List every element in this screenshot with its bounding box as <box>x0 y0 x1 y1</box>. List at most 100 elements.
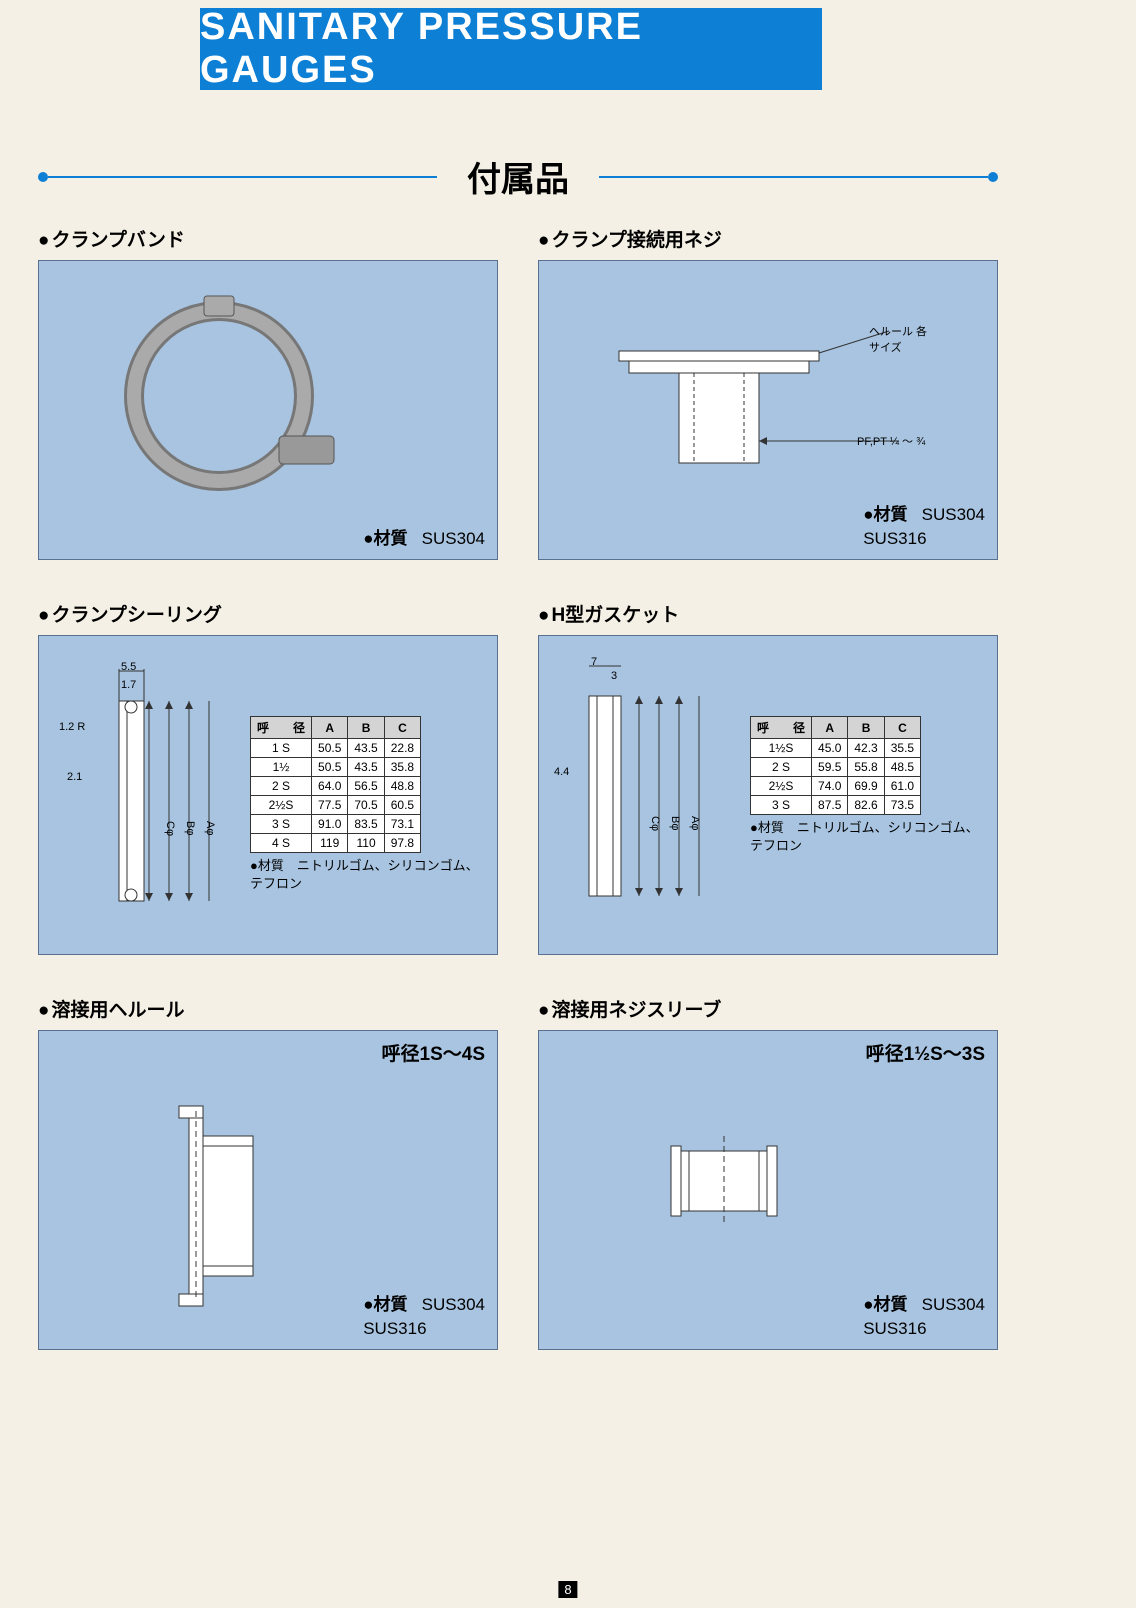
material-note: 材質 ニトリルゴム、シリコンゴム、テフロン <box>750 819 985 855</box>
annot-side: PF,PT ¼ ～ ¾ <box>857 433 925 449</box>
td: 2 S <box>251 777 312 796</box>
table-row: 2½S74.069.961.0 <box>751 777 921 796</box>
card-body: 材質 SUS304 <box>38 260 498 560</box>
dim-4.4: 4.4 <box>554 766 569 778</box>
td: 22.8 <box>384 739 420 758</box>
card-title: クランプバンド <box>38 225 498 252</box>
ferrule-diagram <box>159 1101 299 1311</box>
td: 2 S <box>751 758 812 777</box>
td: 2½S <box>751 777 812 796</box>
th: A <box>312 717 348 739</box>
dim-1.7: 1.7 <box>121 679 136 691</box>
td: 55.8 <box>848 758 884 777</box>
material-tag: 材質 SUS304 <box>363 527 485 551</box>
table-wrap: 呼 径ABC 1½S45.042.335.52 S59.555.848.52½S… <box>750 716 985 855</box>
table-row: 1½50.543.535.8 <box>251 758 421 777</box>
card-grid: クランプバンド 材質 SUS304 クランプ接続用ネジ <box>38 225 998 1390</box>
material-label: 材質 <box>363 529 407 548</box>
clamp-band-photo <box>99 281 359 521</box>
dim-a: Aφ <box>689 816 701 830</box>
td: 50.5 <box>312 739 348 758</box>
td: 74.0 <box>812 777 848 796</box>
dim-a: Aφ <box>204 821 216 835</box>
dim-2.1: 2.1 <box>67 771 82 783</box>
td: 48.5 <box>884 758 920 777</box>
material-note: 材質 ニトリルゴム、シリコンゴム、テフロン <box>250 857 485 893</box>
th: A <box>812 717 848 739</box>
subtitle-row: 付属品 <box>38 152 998 201</box>
td: 50.5 <box>312 758 348 777</box>
table-wrap: 呼 径ABC 1 S50.543.522.81½50.543.535.82 S6… <box>250 716 485 893</box>
td: 35.8 <box>384 758 420 777</box>
card-body: 呼径1½S～3S 材質 SUS304 SUS316 <box>538 1030 998 1350</box>
card-clamp-screw: クランプ接続用ネジ ヘルール 各サイズ PF,PT ¼ ～ ¾ <box>538 225 998 560</box>
td: 56.5 <box>348 777 384 796</box>
dim-c: Cφ <box>649 816 661 831</box>
td: 82.6 <box>848 796 884 815</box>
row-1: クランプバンド 材質 SUS304 クランプ接続用ネジ <box>38 225 998 560</box>
td: 59.5 <box>812 758 848 777</box>
card-body: 7 3 4.4 Cφ Bφ Aφ 呼 径ABC 1½S45.042.335.52… <box>538 635 998 955</box>
line-right <box>599 176 988 178</box>
td: 43.5 <box>348 758 384 777</box>
td: 87.5 <box>812 796 848 815</box>
card-body: 5.5 1.7 1.2 R 2.1 Cφ Bφ Aφ 呼 径ABC 1 S50.… <box>38 635 498 955</box>
td: 69.9 <box>848 777 884 796</box>
card-title: 溶接用ネジスリーブ <box>538 995 998 1022</box>
dim-b: Bφ <box>669 816 681 830</box>
dot-left <box>38 172 48 182</box>
row-2: クランプシーリング <box>38 600 998 955</box>
td: 83.5 <box>348 815 384 834</box>
td: 1½ <box>251 758 312 777</box>
td: 91.0 <box>312 815 348 834</box>
sleeve-diagram <box>639 1131 819 1231</box>
th: B <box>848 717 884 739</box>
table-row: 4 S11911097.8 <box>251 834 421 853</box>
page-number: 8 <box>558 1581 577 1598</box>
td: 70.5 <box>348 796 384 815</box>
size-range: 呼径1S～4S <box>382 1039 485 1066</box>
dim-b: Bφ <box>184 821 196 835</box>
th: C <box>384 717 420 739</box>
dim-1.2r: 1.2 R <box>59 721 85 733</box>
td: 48.8 <box>384 777 420 796</box>
th: 呼 径 <box>251 717 312 739</box>
card-body: ヘルール 各サイズ PF,PT ¼ ～ ¾ 材質 SUS304 SUS316 <box>538 260 998 560</box>
th: 呼 径 <box>751 717 812 739</box>
clamp-screw-diagram: ヘルール 各サイズ PF,PT ¼ ～ ¾ <box>609 321 929 481</box>
annot-top: ヘルール 各サイズ <box>869 323 929 355</box>
td: 73.5 <box>884 796 920 815</box>
td: 110 <box>348 834 384 853</box>
table-row: 2 S64.056.548.8 <box>251 777 421 796</box>
td: 1½S <box>751 739 812 758</box>
th: C <box>884 717 920 739</box>
td: 1 S <box>251 739 312 758</box>
dim-3: 3 <box>611 670 617 682</box>
td: 4 S <box>251 834 312 853</box>
td: 60.5 <box>384 796 420 815</box>
dim-7: 7 <box>591 656 597 668</box>
card-title: 溶接用ヘルール <box>38 995 498 1022</box>
table-row: 2½S77.570.560.5 <box>251 796 421 815</box>
td: 3 S <box>251 815 312 834</box>
td: 97.8 <box>384 834 420 853</box>
table-row: 3 S87.582.673.5 <box>751 796 921 815</box>
td: 3 S <box>751 796 812 815</box>
size-range: 呼径1½S～3S <box>866 1039 985 1066</box>
dim-c: Cφ <box>164 821 176 836</box>
material-tag: 材質 SUS304 SUS316 <box>863 503 985 551</box>
card-title: クランプシーリング <box>38 600 498 627</box>
material-value: SUS304 <box>422 529 485 548</box>
table-row: 1 S50.543.522.8 <box>251 739 421 758</box>
card-clamp-band: クランプバンド 材質 SUS304 <box>38 225 498 560</box>
table-row: 1½S45.042.335.5 <box>751 739 921 758</box>
td: 2½S <box>251 796 312 815</box>
material-tag: 材質 SUS304 SUS316 <box>863 1293 985 1341</box>
td: 64.0 <box>312 777 348 796</box>
material-label: 材質 <box>363 1295 407 1314</box>
card-weld-ferrule: 溶接用ヘルール 呼径1S～4S 材質 SUS3 <box>38 995 498 1350</box>
td: 77.5 <box>312 796 348 815</box>
td: 43.5 <box>348 739 384 758</box>
card-clamp-seal: クランプシーリング <box>38 600 498 955</box>
td: 119 <box>312 834 348 853</box>
